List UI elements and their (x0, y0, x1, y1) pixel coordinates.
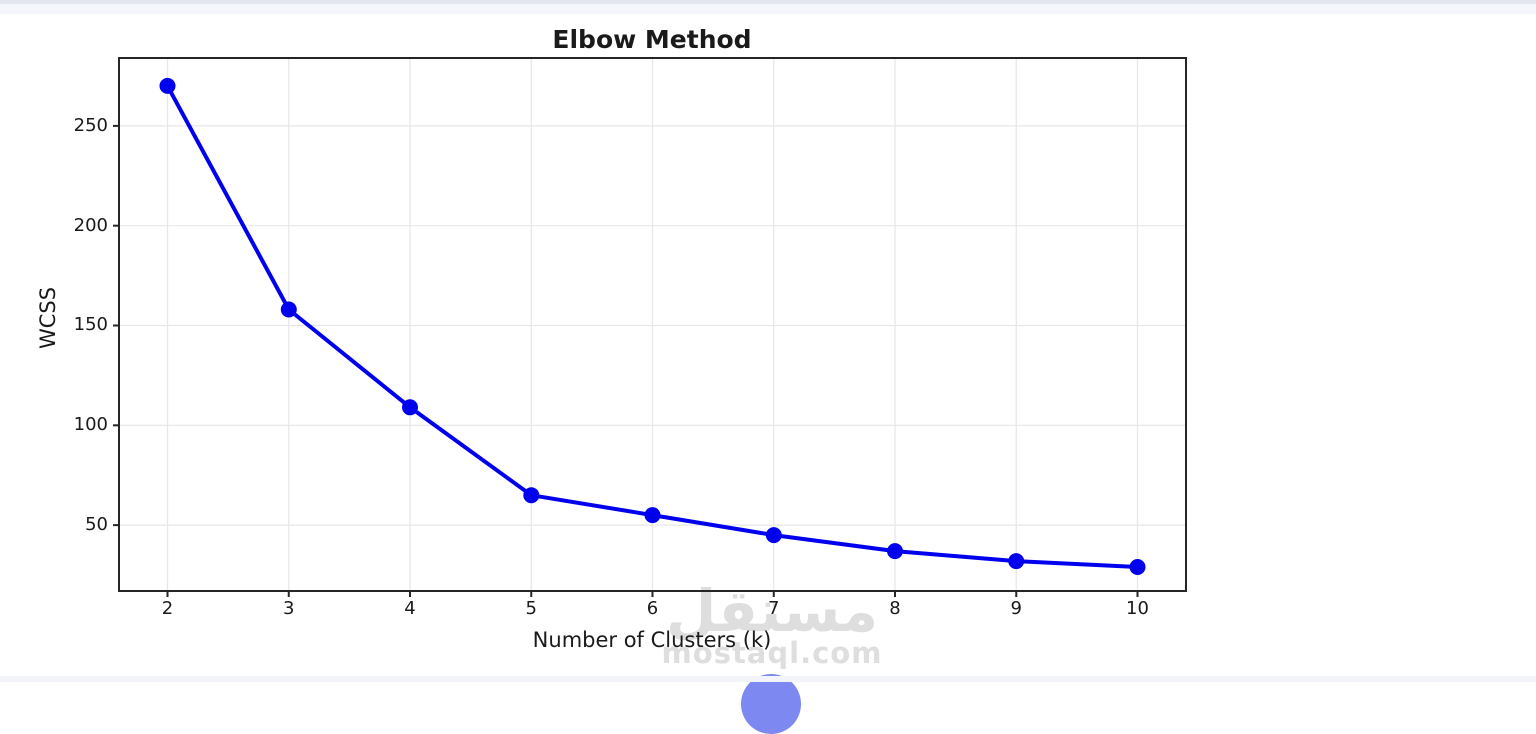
mostaql-domain-text: mostaql.com (661, 636, 883, 670)
data-point-k10 (1129, 559, 1146, 575)
data-point-k6 (644, 507, 661, 524)
data-point-k9 (1008, 553, 1025, 570)
axes-spines (118, 57, 1187, 592)
data-point-k8 (887, 543, 903, 560)
floating-button[interactable] (741, 674, 801, 734)
browser-top-edge (0, 0, 1536, 4)
data-point-k7 (765, 527, 782, 544)
data-point-k3 (280, 301, 297, 318)
elbow-plot-area (113, 57, 1187, 597)
data-point-k5 (523, 487, 540, 504)
data-point-k4 (402, 399, 418, 416)
data-point-k2 (159, 77, 176, 94)
mostaql-logo-arabic-text: مستقل (665, 577, 879, 645)
page-top-strip (0, 4, 1536, 14)
page-bottom-strip (0, 676, 1536, 682)
